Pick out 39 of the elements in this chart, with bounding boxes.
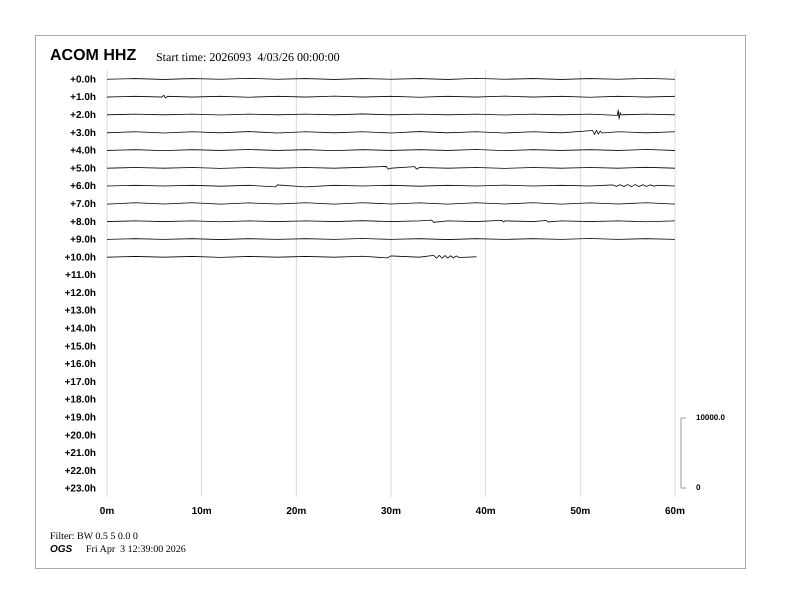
text: 0	[696, 483, 700, 492]
y-tick-label: +3.0h	[70, 128, 96, 139]
x-tick-label: 40m	[476, 506, 496, 518]
text: Filter: BW 0.5 5 0.0 0	[50, 531, 138, 542]
y-tick-label: +22.0h	[64, 466, 96, 477]
y-tick-label: +1.0h	[70, 92, 96, 104]
y-tick-label: +18.0h	[64, 394, 96, 406]
y-tick-label: +12.0h	[64, 288, 96, 299]
text: Fri Apr 3 12:39:00 2026	[86, 544, 186, 555]
y-tick-label: +7.0h	[70, 198, 96, 210]
chart-subtitle: Start time: 2026093 4/03/26 00:00:00	[156, 50, 340, 64]
y-tick-label: +2.0h	[70, 110, 96, 122]
y-tick-label: +15.0h	[64, 341, 96, 352]
x-tick-label: 50m	[570, 506, 590, 518]
text: OGS	[50, 544, 72, 555]
text: 10000.0	[696, 413, 725, 422]
y-tick-label: +4.0h	[70, 146, 96, 157]
x-tick-label: 30m	[380, 506, 402, 518]
y-tick-label: +0.0h	[70, 74, 96, 86]
y-tick-label: +8.0h	[70, 216, 96, 228]
y-tick-label: +21.0h	[64, 448, 96, 460]
y-tick-label: +16.0h	[64, 359, 96, 370]
y-tick-label: +11.0h	[65, 270, 96, 282]
chart-title: ACOM HHZ	[50, 46, 136, 64]
y-tick-label: +17.0h	[64, 376, 96, 388]
y-tick-label: +10.0h	[64, 252, 96, 264]
y-tick-label: +19.0h	[64, 412, 96, 424]
y-tick-label: +13.0h	[64, 306, 96, 317]
x-tick-label: 20m	[286, 506, 306, 518]
y-tick-label: +6.0h	[70, 181, 96, 192]
line-series	[107, 110, 675, 120]
y-tick-label: +14.0h	[64, 324, 96, 335]
x-tick-label: 60m	[664, 506, 686, 518]
x-tick-label: 0m	[100, 506, 114, 518]
y-tick-label: +5.0h	[70, 163, 96, 174]
x-tick-label: 10m	[192, 506, 212, 518]
y-tick-label: +23.0h	[64, 484, 96, 495]
y-tick-label: +20.0h	[64, 430, 96, 442]
y-tick-label: +9.0h	[70, 234, 96, 246]
